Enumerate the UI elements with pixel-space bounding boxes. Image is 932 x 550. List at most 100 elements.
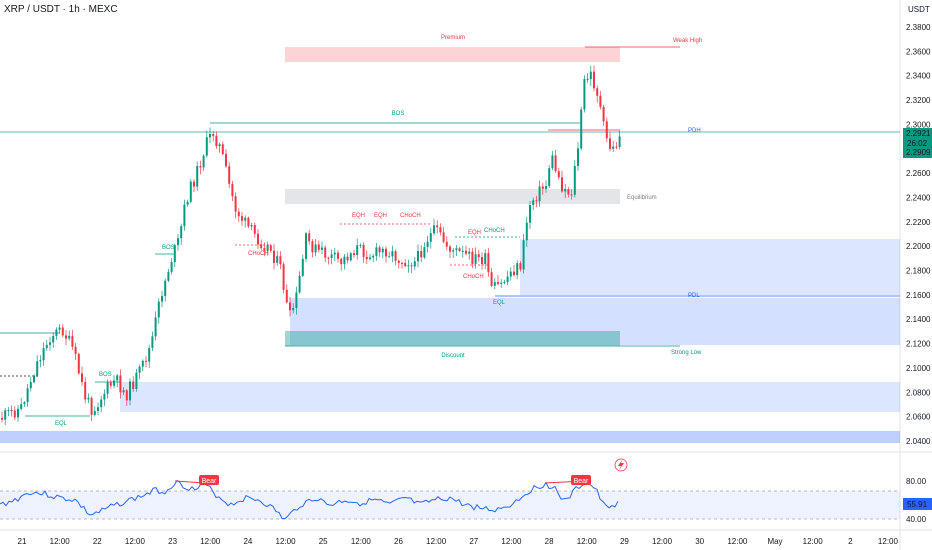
candle-body — [551, 155, 554, 169]
time-tick: 23 — [168, 537, 177, 546]
candle-body — [490, 272, 493, 286]
candle-body — [311, 241, 314, 253]
candle-body — [298, 275, 301, 293]
candle-body — [145, 360, 147, 362]
discount-zone[interactable] — [285, 331, 620, 346]
candle-body — [292, 308, 295, 311]
candle-body — [221, 144, 224, 155]
rsi-tick-40: 40.00 — [906, 515, 927, 524]
strong-low-label: Strong Low — [671, 350, 702, 356]
candle-body — [471, 251, 474, 264]
candle-body — [212, 134, 215, 136]
bos-label: BOS — [392, 111, 405, 117]
candle-body — [7, 410, 10, 412]
candle-body — [1, 418, 3, 420]
candle-body — [503, 282, 506, 284]
candle-body — [401, 262, 403, 264]
demand-zone-2[interactable] — [290, 298, 900, 345]
choch-label-2: CHoCH — [484, 228, 505, 234]
demand-zone-1[interactable] — [520, 239, 900, 295]
candle-body — [109, 382, 112, 386]
candle-body — [449, 246, 451, 252]
candle-body — [385, 248, 387, 257]
candle-body — [113, 380, 115, 386]
price-tick: 2.3000 — [906, 120, 931, 129]
candle-body — [84, 381, 87, 400]
premium-zone[interactable] — [285, 47, 620, 62]
candle-body — [247, 217, 250, 227]
candle-body — [452, 250, 455, 252]
candle-body — [10, 410, 13, 412]
bear-signal-2[interactable]: Bear — [571, 475, 591, 485]
price-axis[interactable]: 2.38002.36002.34002.32002.30002.28002.26… — [906, 23, 931, 446]
time-tick: 12:00 — [200, 537, 221, 546]
candle-body — [55, 329, 58, 337]
time-tick: 21 — [18, 537, 27, 546]
candle-body — [218, 144, 221, 147]
time-tick: 22 — [93, 537, 102, 546]
candle-body — [116, 375, 119, 381]
lightning-icon[interactable] — [614, 458, 628, 472]
candle-body — [388, 256, 391, 258]
candle-body — [413, 261, 416, 267]
symbol-title[interactable]: XRP / USDT · 1h · MEXC — [4, 4, 118, 15]
demand-zone-4[interactable] — [0, 431, 900, 443]
candle-body — [135, 372, 138, 390]
candle-body — [295, 292, 298, 309]
candle-body — [180, 226, 183, 239]
pdl-label: PDL — [688, 293, 700, 299]
candle-body — [535, 200, 538, 202]
rsi-tick-80: 80.00 — [906, 477, 927, 486]
candle-body — [74, 346, 77, 354]
bear-signal-1[interactable]: Bear — [199, 475, 219, 485]
eql-label-2: EQL — [493, 300, 506, 306]
time-tick: 25 — [319, 537, 328, 546]
candle-body — [161, 296, 163, 302]
time-tick: 12:00 — [351, 537, 372, 546]
candle-body — [509, 271, 512, 277]
last-price-value: 2.2921 — [906, 129, 931, 138]
bear-signal-label-2: Bear — [574, 478, 589, 485]
candle-body — [618, 136, 621, 148]
demand-zone-3[interactable] — [120, 382, 900, 412]
candle-body — [500, 282, 503, 284]
rsi-line[interactable] — [0, 479, 619, 520]
candle-body — [321, 247, 323, 250]
candle-body — [397, 260, 400, 263]
candle-body — [129, 381, 131, 401]
candle-body — [279, 256, 282, 265]
candle-body — [314, 244, 317, 253]
candle-body — [436, 225, 439, 228]
candle-body — [365, 256, 368, 260]
candle-body — [369, 257, 371, 260]
candle-body — [141, 360, 144, 367]
candle-body — [58, 327, 61, 330]
time-axis[interactable]: 21 12:00 22 12:00 23 12:00 24 12:00 25 12:00 26 12:… — [18, 537, 899, 546]
candle-body — [209, 134, 211, 138]
bos-label-low: BOS — [99, 372, 112, 378]
candle-body — [183, 204, 186, 227]
candle-body — [474, 254, 477, 264]
candles-group[interactable] — [1, 65, 621, 426]
time-tick: 2 — [848, 537, 853, 546]
candle-body — [45, 344, 48, 349]
candle-body — [516, 263, 519, 276]
countdown-value: 26:02 — [907, 139, 928, 148]
candle-body — [570, 194, 573, 196]
equilibrium-zone[interactable] — [285, 189, 620, 204]
candle-body — [4, 410, 7, 420]
candle-body — [468, 251, 471, 254]
candle-body — [394, 251, 397, 261]
candle-body — [324, 247, 327, 258]
candle-body — [353, 253, 355, 256]
time-tick: 12:00 — [426, 537, 447, 546]
candle-body — [404, 262, 407, 267]
candle-body — [100, 399, 103, 408]
candle-body — [519, 263, 522, 270]
candle-body — [49, 342, 51, 345]
candle-body — [23, 402, 26, 405]
candle-body — [593, 71, 595, 89]
candle-body — [263, 247, 266, 251]
candle-body — [228, 166, 231, 184]
